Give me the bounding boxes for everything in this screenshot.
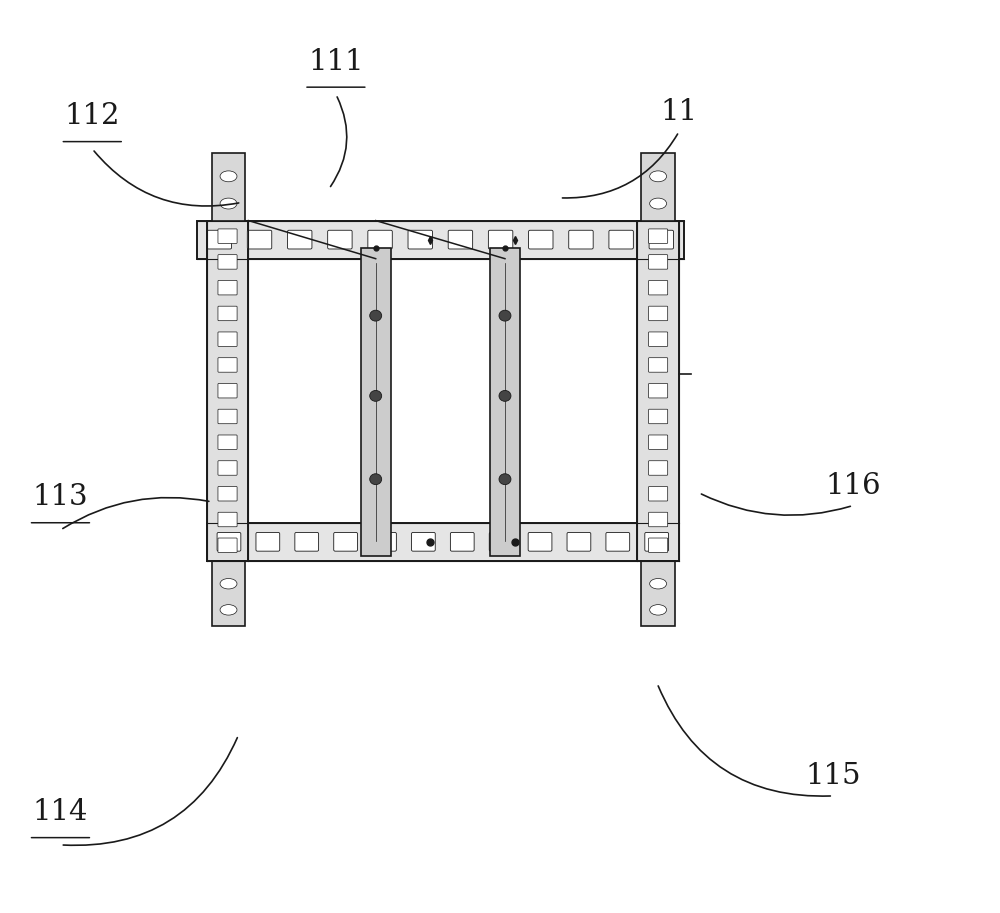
FancyBboxPatch shape (649, 229, 668, 244)
Bar (641, 561, 675, 626)
FancyBboxPatch shape (649, 461, 668, 476)
FancyBboxPatch shape (218, 538, 237, 552)
FancyBboxPatch shape (218, 383, 237, 398)
Bar (490, 247, 520, 556)
Ellipse shape (220, 171, 237, 182)
Text: 116: 116 (825, 471, 881, 499)
Text: 114: 114 (33, 798, 88, 826)
FancyBboxPatch shape (649, 409, 668, 424)
Text: 11: 11 (661, 98, 698, 126)
FancyBboxPatch shape (218, 358, 237, 373)
Ellipse shape (220, 604, 237, 615)
FancyBboxPatch shape (528, 532, 552, 551)
FancyBboxPatch shape (529, 230, 553, 249)
FancyBboxPatch shape (256, 532, 280, 551)
FancyBboxPatch shape (649, 255, 668, 269)
Ellipse shape (220, 579, 237, 589)
FancyBboxPatch shape (609, 230, 633, 249)
FancyBboxPatch shape (218, 229, 237, 244)
FancyBboxPatch shape (295, 532, 319, 551)
Ellipse shape (650, 198, 667, 209)
FancyBboxPatch shape (450, 532, 474, 551)
Circle shape (499, 391, 511, 402)
Text: 112: 112 (65, 102, 120, 131)
Bar (212, 152, 245, 221)
FancyBboxPatch shape (218, 487, 237, 501)
FancyBboxPatch shape (489, 532, 513, 551)
FancyBboxPatch shape (218, 255, 237, 269)
FancyBboxPatch shape (649, 306, 668, 320)
FancyBboxPatch shape (207, 230, 232, 249)
FancyBboxPatch shape (606, 532, 630, 551)
Circle shape (370, 391, 382, 402)
FancyBboxPatch shape (412, 532, 435, 551)
Bar (207, 523, 679, 561)
Ellipse shape (650, 579, 667, 589)
FancyBboxPatch shape (567, 532, 591, 551)
Bar (641, 152, 675, 221)
FancyBboxPatch shape (649, 383, 668, 398)
FancyBboxPatch shape (218, 332, 237, 346)
Bar (637, 221, 679, 561)
FancyBboxPatch shape (649, 538, 668, 552)
FancyBboxPatch shape (645, 532, 669, 551)
Text: 111: 111 (308, 47, 364, 76)
FancyBboxPatch shape (649, 230, 674, 249)
FancyBboxPatch shape (649, 332, 668, 346)
FancyBboxPatch shape (448, 230, 473, 249)
Circle shape (499, 310, 511, 321)
FancyBboxPatch shape (218, 409, 237, 424)
FancyBboxPatch shape (328, 230, 352, 249)
FancyBboxPatch shape (488, 230, 513, 249)
FancyBboxPatch shape (287, 230, 312, 249)
FancyBboxPatch shape (649, 280, 668, 295)
Circle shape (370, 474, 382, 485)
Circle shape (499, 474, 511, 485)
FancyBboxPatch shape (649, 487, 668, 501)
FancyBboxPatch shape (218, 435, 237, 449)
FancyBboxPatch shape (368, 230, 392, 249)
FancyBboxPatch shape (218, 306, 237, 320)
Bar (361, 247, 391, 556)
Bar (212, 561, 245, 626)
Ellipse shape (650, 171, 667, 182)
Text: 115: 115 (805, 762, 861, 790)
Ellipse shape (650, 604, 667, 615)
Bar (207, 221, 248, 561)
Circle shape (370, 310, 382, 321)
FancyBboxPatch shape (334, 532, 357, 551)
FancyBboxPatch shape (373, 532, 396, 551)
FancyBboxPatch shape (649, 512, 668, 527)
FancyBboxPatch shape (217, 532, 241, 551)
FancyBboxPatch shape (569, 230, 593, 249)
FancyBboxPatch shape (408, 230, 432, 249)
Text: 113: 113 (33, 483, 88, 511)
FancyBboxPatch shape (247, 230, 272, 249)
FancyBboxPatch shape (218, 280, 237, 295)
FancyBboxPatch shape (649, 435, 668, 449)
FancyBboxPatch shape (218, 461, 237, 476)
Ellipse shape (220, 198, 237, 209)
FancyBboxPatch shape (218, 512, 237, 527)
Bar (197, 221, 684, 258)
FancyBboxPatch shape (649, 358, 668, 373)
